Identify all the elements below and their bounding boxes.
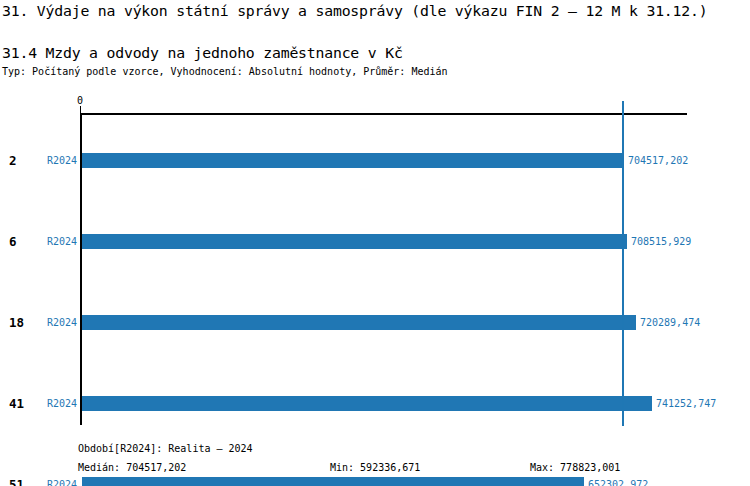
row-series-label: R2024 xyxy=(47,315,77,330)
page-title: 31. Výdaje na výkon státní správy a samo… xyxy=(2,2,707,19)
bar-value-label: 720289,474 xyxy=(640,315,700,330)
row-category-label: 6 xyxy=(9,234,17,249)
bar xyxy=(82,477,584,486)
chart-title: 31.4 Mzdy a odvody na jednoho zaměstnanc… xyxy=(2,44,403,61)
footer-period-label: Období[R2024]: Realita – 2024 xyxy=(78,443,253,454)
bar-value-label: 708515,929 xyxy=(631,234,691,249)
chart-row: 2 R2024 704517,202 xyxy=(0,151,750,175)
footer-min-label: Min: 592336,671 xyxy=(330,462,420,473)
row-series-label: R2024 xyxy=(47,477,77,486)
axis-tick xyxy=(80,106,81,113)
chart-meta-line: Typ: Počítaný podle vzorce, Vyhodnocení:… xyxy=(2,66,448,77)
bar-value-label: 741252,747 xyxy=(656,396,716,411)
footer-max-label: Max: 778823,001 xyxy=(530,462,620,473)
chart-rows: 2 R2024 704517,202 6 R2024 708515,929 18… xyxy=(0,113,750,486)
chart-row: 18 R2024 720289,474 xyxy=(0,313,750,337)
chart-row: 6 R2024 708515,929 xyxy=(0,232,750,256)
row-category-label: 18 xyxy=(9,315,24,330)
chart-row: 41 R2024 741252,747 xyxy=(0,394,750,418)
bar xyxy=(82,234,627,249)
bar xyxy=(82,396,652,411)
row-category-label: 41 xyxy=(9,396,24,411)
bar xyxy=(82,153,624,168)
footer-median-label: Medián: 704517,202 xyxy=(78,462,186,473)
row-series-label: R2024 xyxy=(47,153,77,168)
chart-row: 51 R2024 652302,972 xyxy=(0,475,750,486)
bar xyxy=(82,315,636,330)
row-category-label: 2 xyxy=(9,153,17,168)
row-series-label: R2024 xyxy=(47,396,77,411)
row-series-label: R2024 xyxy=(47,234,77,249)
bar-value-label: 704517,202 xyxy=(628,153,688,168)
bar-value-label: 652302,972 xyxy=(588,477,648,486)
axis-origin-label: 0 xyxy=(72,95,88,106)
row-category-label: 51 xyxy=(9,477,24,486)
median-reference-line xyxy=(622,101,624,426)
